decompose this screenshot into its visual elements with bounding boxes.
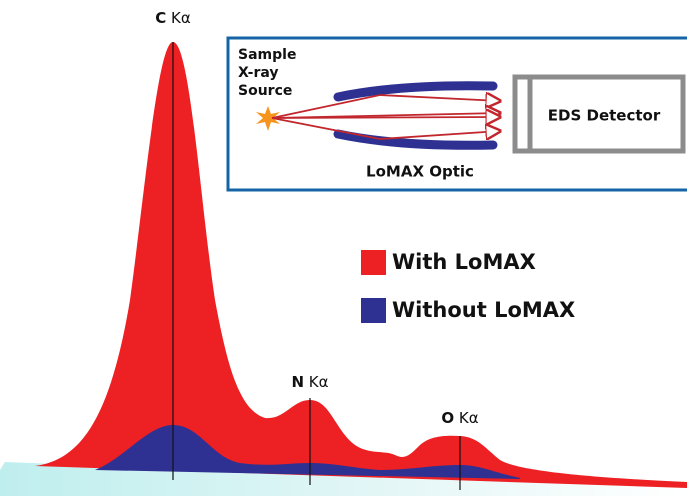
element: C xyxy=(155,9,166,27)
detector-label: EDS Detector xyxy=(548,107,661,125)
legend-swatch xyxy=(361,298,386,323)
line: Kα xyxy=(171,9,191,27)
page: {"peaks": [ {"element": "C", "line": "Kα… xyxy=(0,0,687,496)
peak-label: C Kα xyxy=(155,9,191,27)
figure: C Kα N Kα O Kα Sample X-ray Source EDS D… xyxy=(0,0,687,496)
legend-label: Without LoMAX xyxy=(392,298,575,322)
legend-swatch xyxy=(361,250,386,275)
source-label: X-ray xyxy=(238,65,279,81)
legend-label: With LoMAX xyxy=(392,250,536,274)
optic-label: LoMAX Optic xyxy=(366,163,474,181)
source-label: Source xyxy=(238,83,292,99)
peak-label: O Kα xyxy=(441,409,478,427)
element: O xyxy=(441,409,454,427)
line: Kα xyxy=(309,373,329,391)
peak-label: N Kα xyxy=(291,373,328,391)
element: N xyxy=(291,373,304,391)
source-label: Sample xyxy=(238,47,296,63)
line: Kα xyxy=(459,409,479,427)
